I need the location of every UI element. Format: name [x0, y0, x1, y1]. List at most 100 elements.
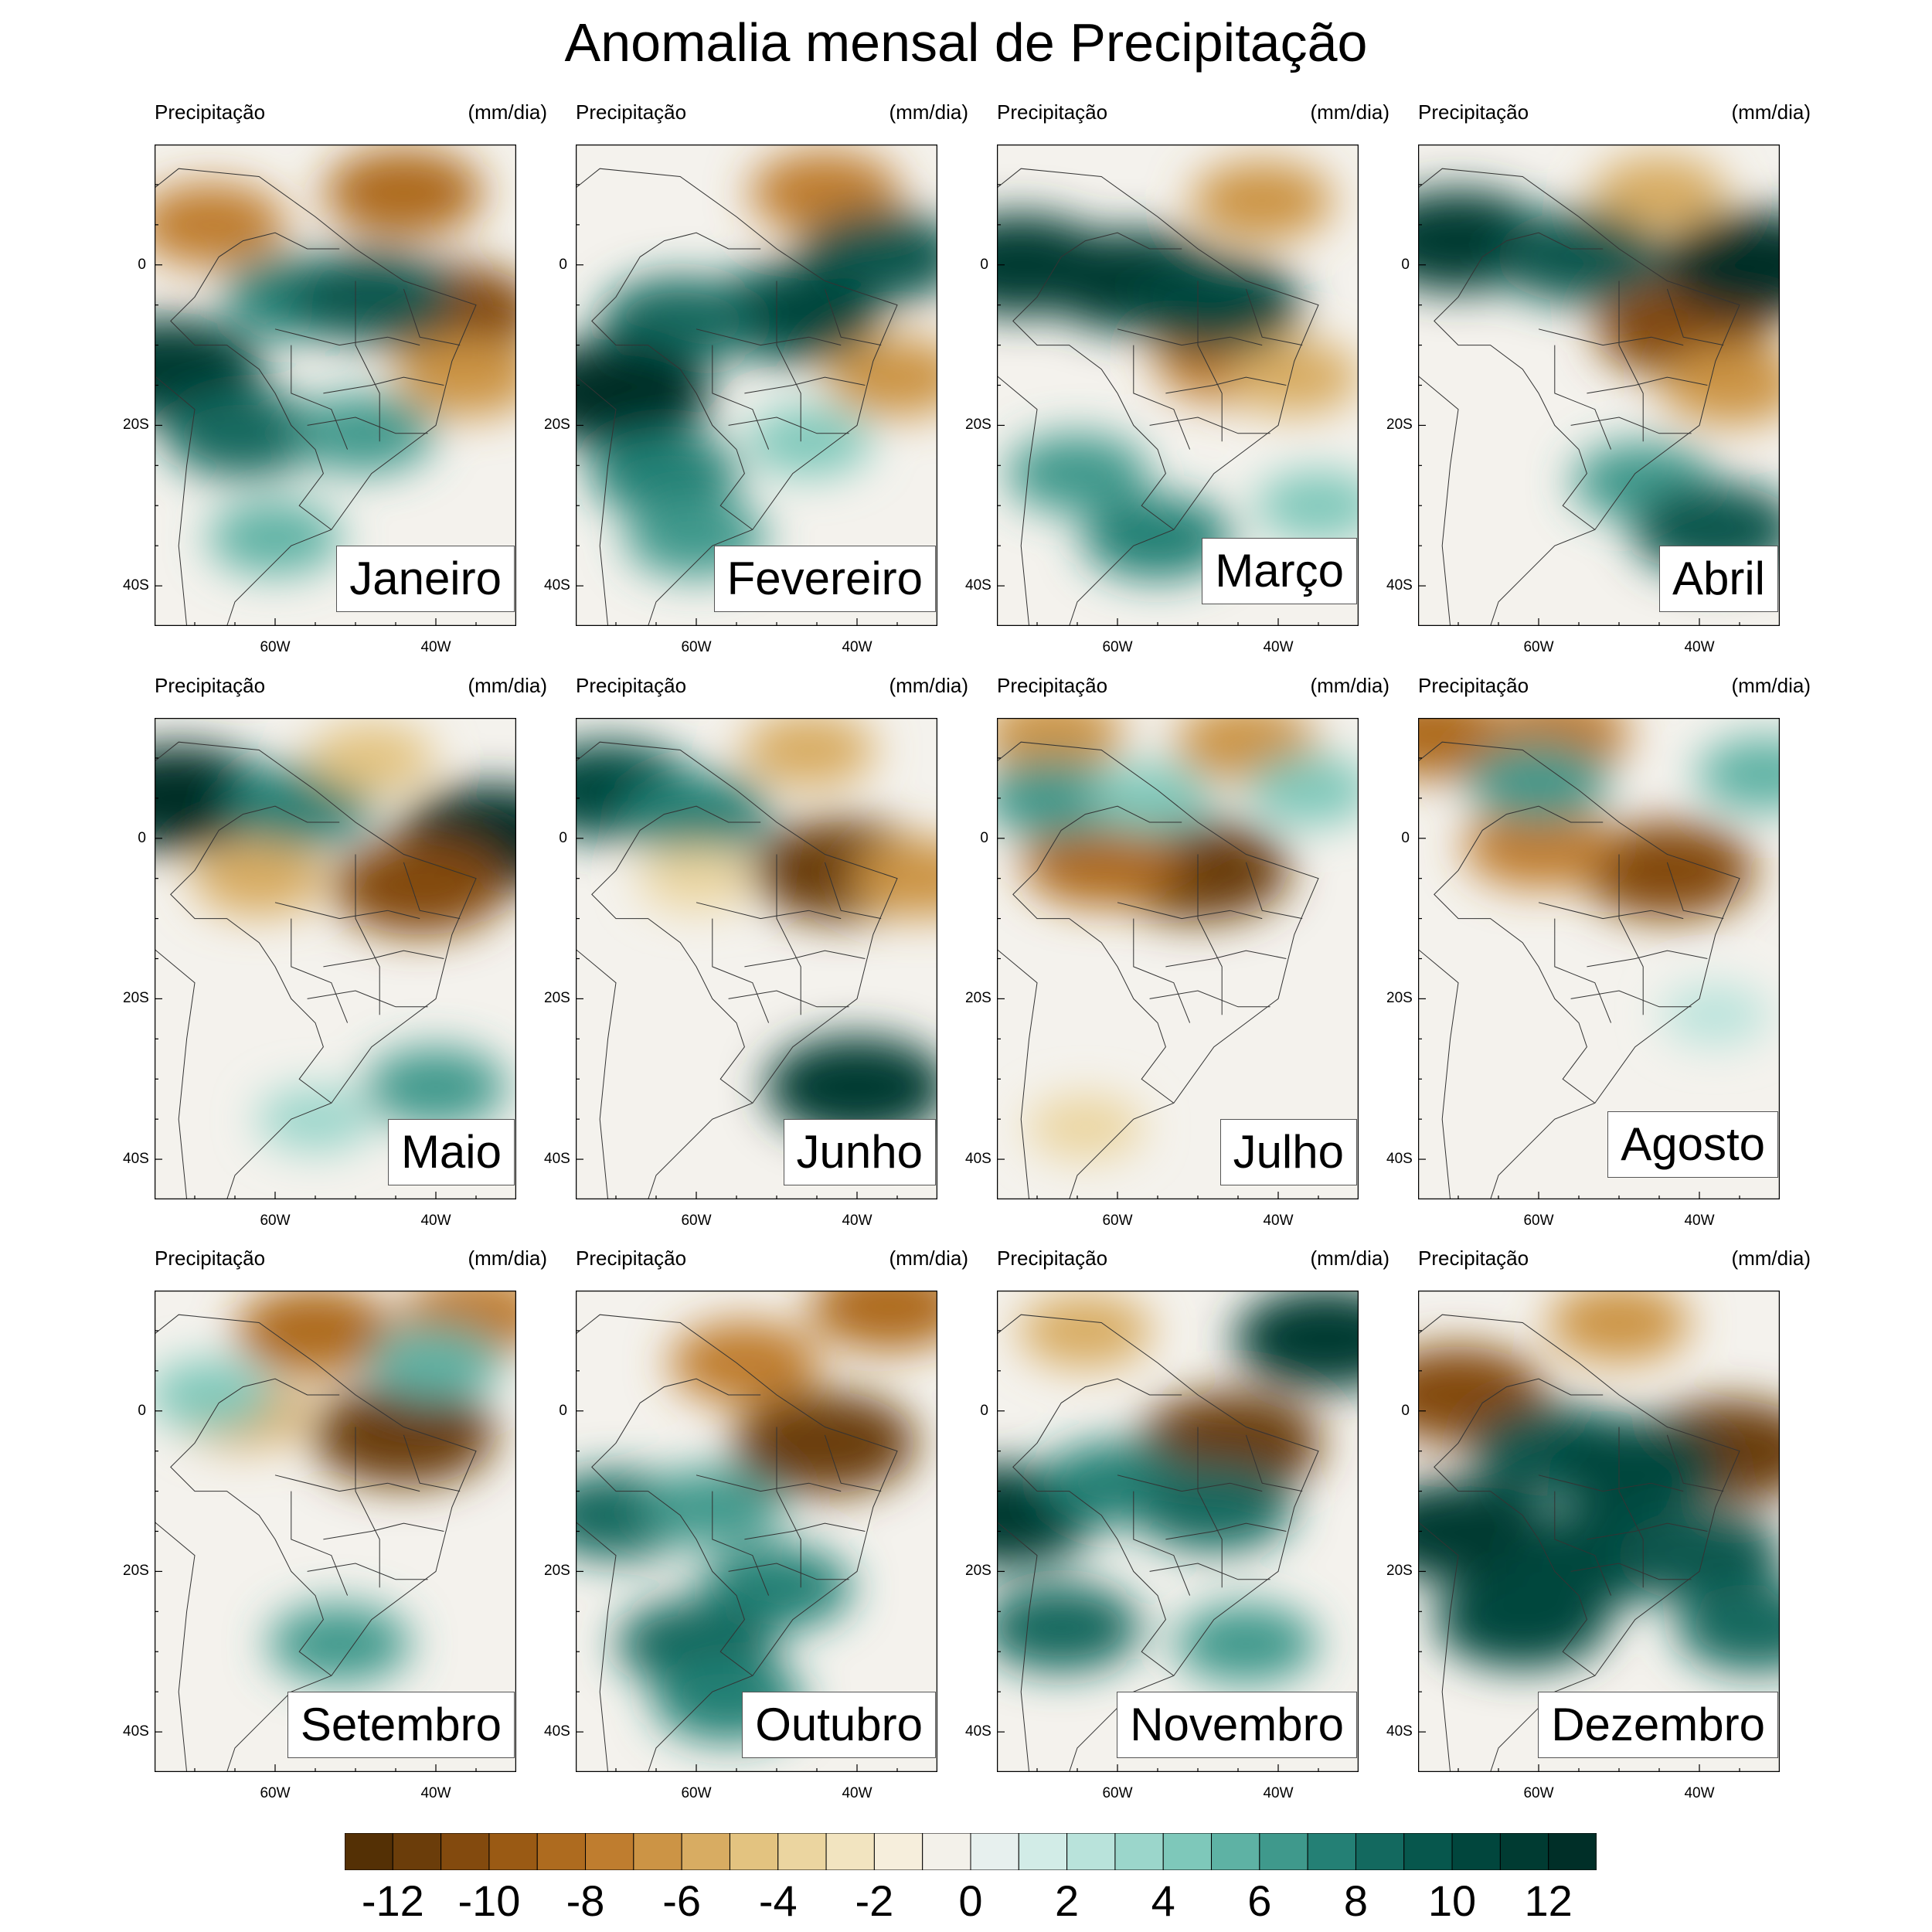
dry-anomaly-blob — [1191, 161, 1333, 240]
map-panel-setembro: Precipitação (mm/dia) 0 20S 40S 60W 40W Setembr… — [123, 1247, 547, 1818]
wet-anomaly-blob — [1247, 755, 1359, 825]
political-border — [403, 288, 461, 346]
coastline — [155, 1314, 477, 1772]
coastline — [155, 1521, 196, 1772]
panel-units-label: (mm/dia) — [1731, 1247, 1811, 1270]
political-border — [1434, 1378, 1604, 1676]
political-border — [323, 950, 444, 968]
coastline — [576, 948, 617, 1199]
dry-anomaly-blob — [733, 1392, 917, 1495]
political-border — [1618, 281, 1644, 442]
colorbar-swatch — [922, 1833, 971, 1870]
panel-units-label: (mm/dia) — [468, 100, 547, 124]
political-border — [696, 1475, 842, 1492]
anomaly-map — [155, 145, 516, 626]
political-border — [712, 1491, 770, 1596]
dry-anomaly-blob — [810, 1291, 937, 1351]
latitude-tick-label: 20S — [123, 1563, 149, 1580]
political-border — [274, 1475, 420, 1492]
political-border — [1197, 281, 1223, 442]
colorbar-swatch — [1355, 1833, 1405, 1870]
latitude-tick-label: 0 — [138, 829, 146, 846]
panel-units-label: (mm/dia) — [1310, 674, 1389, 697]
longitude-tick-label: 40W — [1684, 1213, 1715, 1229]
dry-anomaly-blob — [1548, 1291, 1690, 1362]
political-border — [291, 918, 349, 1023]
political-border — [355, 854, 380, 1015]
latitude-tick-label: 20S — [1386, 990, 1413, 1007]
political-border — [307, 417, 428, 434]
coastline — [997, 168, 1319, 626]
wet-anomaly-blob — [1659, 211, 1780, 318]
anomaly-map — [576, 718, 937, 1199]
longitude-tick-label: 40W — [1263, 639, 1294, 655]
political-border — [712, 918, 770, 1023]
political-border — [1245, 862, 1303, 920]
main-title: Anomalia mensal de Precipitação — [564, 12, 1368, 73]
longitude-tick-label: 60W — [1102, 1785, 1133, 1801]
latitude-tick-label: 20S — [1386, 417, 1413, 434]
political-border — [1197, 854, 1223, 1015]
political-border — [1538, 902, 1684, 920]
wet-anomaly-blob — [997, 1583, 1141, 1672]
political-border — [1197, 1427, 1223, 1588]
colorbar-tick-label: -6 — [662, 1876, 702, 1925]
anomaly-map — [155, 718, 516, 1199]
longitude-tick-label: 60W — [1523, 639, 1554, 655]
latitude-tick-label: 0 — [980, 1402, 988, 1419]
panel-units-label: (mm/dia) — [889, 100, 968, 124]
political-border — [291, 1491, 349, 1596]
longitude-tick-label: 60W — [1102, 639, 1133, 655]
dry-anomaly-blob — [1592, 155, 1726, 230]
longitude-tick-label: 40W — [1263, 1213, 1294, 1229]
panel-variable-label: Precipitação — [155, 1247, 266, 1270]
political-border — [307, 990, 428, 1008]
political-border — [291, 345, 349, 450]
coastline — [576, 168, 898, 626]
coastline — [1418, 168, 1740, 626]
dry-anomaly-blob — [1580, 821, 1755, 920]
political-border — [1587, 950, 1708, 968]
colorbar-swatch — [1259, 1833, 1308, 1870]
latitude-tick-label: 20S — [1386, 1563, 1413, 1580]
latitude-tick-label: 40S — [123, 1151, 149, 1168]
wet-anomaly-blob — [365, 1047, 507, 1127]
political-border — [1434, 805, 1604, 1104]
coastline — [1418, 1521, 1459, 1772]
dry-anomaly-blob — [236, 1291, 395, 1375]
political-border — [1245, 1434, 1303, 1492]
dry-anomaly-blob — [308, 723, 434, 793]
political-border — [403, 1434, 461, 1492]
panel-variable-label: Precipitação — [1418, 100, 1529, 124]
colorbar-tick-label: -12 — [361, 1876, 424, 1925]
longitude-tick-label: 40W — [420, 1213, 451, 1229]
latitude-tick-label: 0 — [138, 256, 146, 273]
coastline — [997, 948, 1038, 1199]
colorbar-tick-label: -4 — [758, 1876, 798, 1925]
wet-anomaly-blob — [1006, 434, 1148, 513]
colorbar — [345, 1833, 1597, 1870]
dry-anomaly-blob — [192, 841, 326, 916]
colorbar-tick-label: -10 — [457, 1876, 521, 1925]
political-border — [355, 1427, 380, 1588]
latitude-tick-label: 0 — [980, 829, 988, 846]
wet-anomaly-blob — [1468, 743, 1610, 822]
panel-variable-label: Precipitação — [997, 100, 1108, 124]
political-border — [1012, 1378, 1182, 1676]
coastline — [576, 741, 898, 1199]
colorbar-tick-label: 2 — [1055, 1876, 1080, 1925]
latitude-tick-label: 20S — [544, 417, 570, 434]
longitude-tick-label: 40W — [1263, 1785, 1294, 1801]
latitude-tick-label: 20S — [123, 990, 149, 1007]
anomaly-map — [997, 1291, 1359, 1772]
political-border — [744, 950, 866, 968]
month-label: Abril — [1658, 546, 1778, 612]
latitude-tick-label: 40S — [1386, 1723, 1413, 1740]
political-border — [1618, 1427, 1644, 1588]
political-border — [1570, 417, 1692, 434]
political-border — [1165, 1522, 1287, 1540]
colorbar-swatch — [1403, 1833, 1453, 1870]
longitude-tick-label: 40W — [1684, 1785, 1715, 1801]
longitude-tick-label: 40W — [1684, 639, 1715, 655]
wet-anomaly-blob — [1696, 736, 1780, 811]
